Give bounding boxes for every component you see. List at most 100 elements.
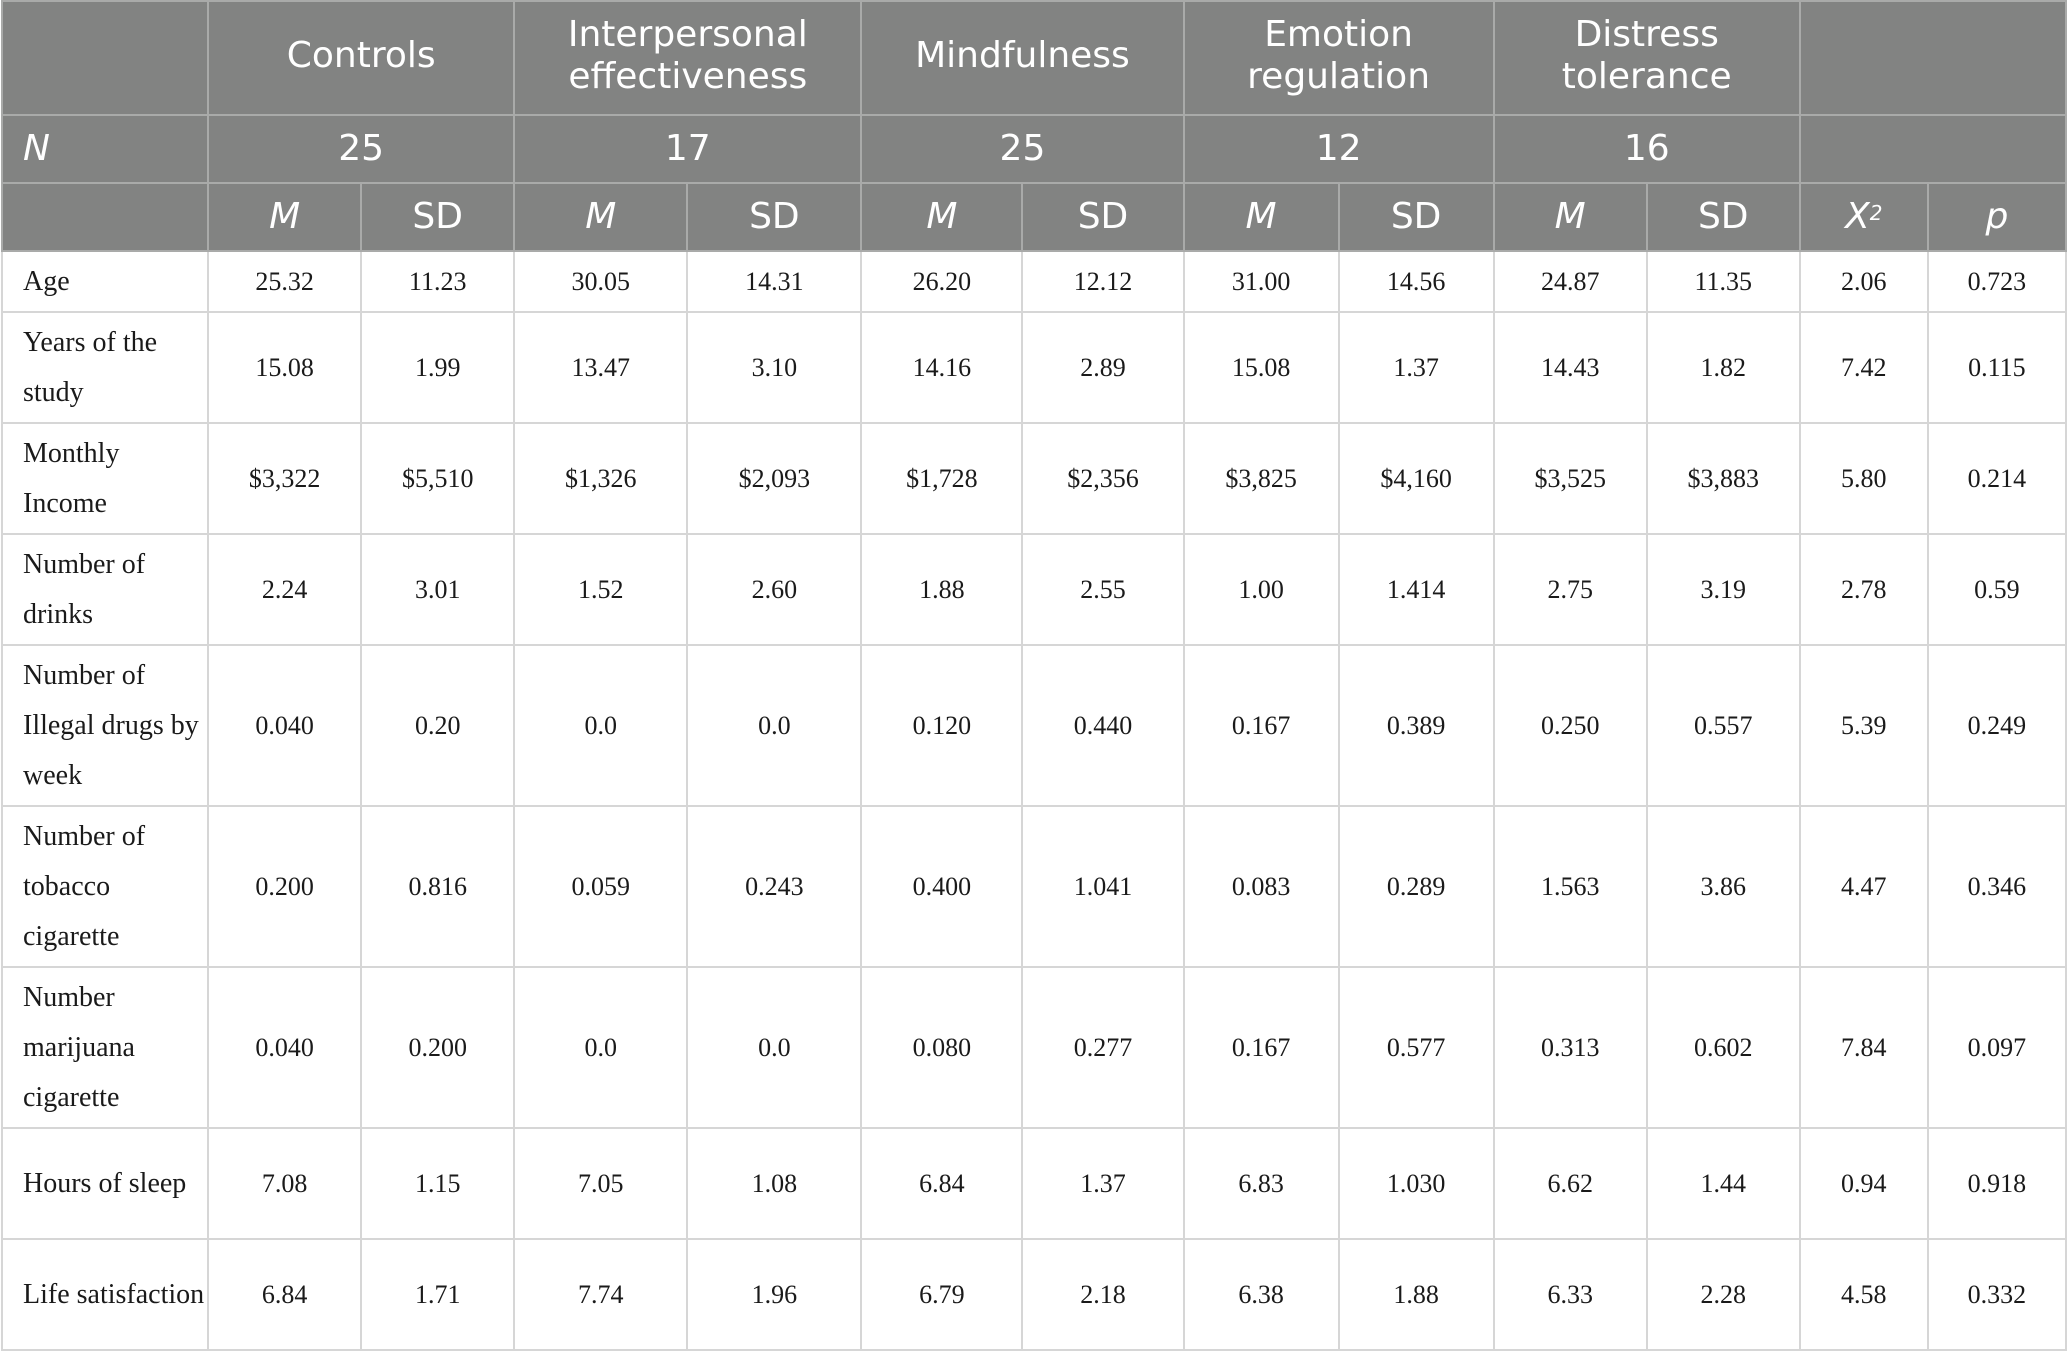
cell-mindfulness-m: 0.120 — [860, 644, 1024, 807]
cell-mindfulness-sd: 2.55 — [1021, 533, 1185, 646]
mean-label: M — [207, 182, 363, 252]
cell-controls-sd: 1.99 — [360, 311, 516, 424]
cell-chi-square: 7.84 — [1798, 966, 1929, 1129]
cell-interpersonal-sd: 3.10 — [686, 311, 863, 424]
cell-distress-tolerance-sd: 3.86 — [1645, 805, 1801, 968]
table-row: Hours of sleep 7.08 1.15 7.05 1.08 6.84 1.37 6.… — [0, 1127, 2068, 1240]
mean-label: M — [1492, 182, 1648, 252]
sd-label: SD — [686, 182, 863, 252]
mean-label: M — [513, 182, 689, 252]
cell-emotion-regulation-m: 0.083 — [1182, 805, 1340, 968]
n-row: N 25 17 25 12 16 — [0, 114, 2068, 184]
row-label: Years of the study — [0, 311, 210, 424]
cell-interpersonal-m: 30.05 — [513, 250, 689, 313]
cell-controls-m: 0.200 — [207, 805, 363, 968]
cell-chi-square: 7.42 — [1798, 311, 1929, 424]
cell-p-value: 0.59 — [1926, 533, 2068, 646]
row-label: Monthly Income — [0, 422, 210, 535]
cell-emotion-regulation-sd: 0.577 — [1337, 966, 1495, 1129]
sd-label: SD — [1021, 182, 1185, 252]
table-row: Life satisfaction 6.84 1.71 7.74 1.96 6.79 2.1… — [0, 1238, 2068, 1351]
cell-interpersonal-sd: 1.08 — [686, 1127, 863, 1240]
cell-mindfulness-m: 0.400 — [860, 805, 1024, 968]
p-value-label: p — [1926, 182, 2068, 252]
cell-interpersonal-sd: $2,093 — [686, 422, 863, 535]
table-row: Number marijuana cigarette 0.040 0.200 0.0 0… — [0, 966, 2068, 1129]
cell-controls-m: 0.040 — [207, 966, 363, 1129]
cell-emotion-regulation-m: 0.167 — [1182, 966, 1340, 1129]
cell-distress-tolerance-m: $3,525 — [1492, 422, 1648, 535]
cell-distress-tolerance-m: 24.87 — [1492, 250, 1648, 313]
cell-distress-tolerance-sd: 2.28 — [1645, 1238, 1801, 1351]
cell-mindfulness-sd: $2,356 — [1021, 422, 1185, 535]
cell-mindfulness-m: 26.20 — [860, 250, 1024, 313]
cell-emotion-regulation-sd: 1.414 — [1337, 533, 1495, 646]
cell-interpersonal-sd: 0.0 — [686, 644, 863, 807]
cell-p-value: 0.214 — [1926, 422, 2068, 535]
sd-label: SD — [1337, 182, 1495, 252]
cell-chi-square: 0.94 — [1798, 1127, 1929, 1240]
cell-distress-tolerance-sd: 0.557 — [1645, 644, 1801, 807]
cell-p-value: 0.115 — [1926, 311, 2068, 424]
group-header-mindfulness: Mindfulness — [860, 0, 1185, 116]
cell-controls-sd: 1.15 — [360, 1127, 516, 1240]
cell-interpersonal-m: $1,326 — [513, 422, 689, 535]
cell-mindfulness-m: 14.16 — [860, 311, 1024, 424]
cell-chi-square: 2.06 — [1798, 250, 1929, 313]
cell-p-value: 0.346 — [1926, 805, 2068, 968]
row-label: Age — [0, 250, 210, 313]
cell-mindfulness-sd: 12.12 — [1021, 250, 1185, 313]
cell-emotion-regulation-sd: 1.88 — [1337, 1238, 1495, 1351]
cell-emotion-regulation-sd: 1.030 — [1337, 1127, 1495, 1240]
cell-p-value: 0.249 — [1926, 644, 2068, 807]
cell-controls-sd: 11.23 — [360, 250, 516, 313]
cell-interpersonal-sd: 2.60 — [686, 533, 863, 646]
cell-distress-tolerance-m: 6.62 — [1492, 1127, 1648, 1240]
group-header-row: Controls Interpersonal effectiveness Min… — [0, 0, 2068, 116]
cell-emotion-regulation-sd: $4,160 — [1337, 422, 1495, 535]
row-label: Number of Illegal drugs by week — [0, 644, 210, 807]
chi-square-label: X2 — [1798, 182, 1929, 252]
cell-mindfulness-m: 6.84 — [860, 1127, 1024, 1240]
cell-emotion-regulation-sd: 14.56 — [1337, 250, 1495, 313]
cell-interpersonal-sd: 0.243 — [686, 805, 863, 968]
stat-label-row: M SD M SD M SD M SD M SD X2 p — [0, 182, 2068, 252]
cell-interpersonal-m: 0.0 — [513, 966, 689, 1129]
cell-interpersonal-m: 1.52 — [513, 533, 689, 646]
cell-mindfulness-m: $1,728 — [860, 422, 1024, 535]
cell-controls-m: $3,322 — [207, 422, 363, 535]
cell-controls-sd: 0.200 — [360, 966, 516, 1129]
group-header-emotion-regulation: Emotion regulation — [1182, 0, 1495, 116]
row-label: Number of tobacco cigarette — [0, 805, 210, 968]
cell-mindfulness-sd: 0.277 — [1021, 966, 1185, 1129]
cell-chi-square: 5.39 — [1798, 644, 1929, 807]
table-row: Number of Illegal drugs by week 0.040 0.20… — [0, 644, 2068, 807]
cell-mindfulness-sd: 2.18 — [1021, 1238, 1185, 1351]
group-header-distress-tolerance: Distress tolerance — [1492, 0, 1801, 116]
cell-chi-square: 5.80 — [1798, 422, 1929, 535]
cell-controls-sd: $5,510 — [360, 422, 516, 535]
cell-interpersonal-m: 7.74 — [513, 1238, 689, 1351]
n-value-empty — [1798, 114, 2068, 184]
cell-emotion-regulation-m: $3,825 — [1182, 422, 1340, 535]
cell-controls-m: 7.08 — [207, 1127, 363, 1240]
cell-emotion-regulation-m: 0.167 — [1182, 644, 1340, 807]
cell-mindfulness-m: 0.080 — [860, 966, 1024, 1129]
table-row: Age 25.32 11.23 30.05 14.31 26.20 12.12 31.00 14… — [0, 250, 2068, 313]
corner-cell — [0, 0, 210, 116]
cell-distress-tolerance-sd: 0.602 — [1645, 966, 1801, 1129]
cell-distress-tolerance-m: 1.563 — [1492, 805, 1648, 968]
sd-label: SD — [1645, 182, 1801, 252]
cell-controls-m: 15.08 — [207, 311, 363, 424]
n-value-controls: 25 — [207, 114, 516, 184]
cell-distress-tolerance-sd: 1.82 — [1645, 311, 1801, 424]
cell-distress-tolerance-m: 0.250 — [1492, 644, 1648, 807]
cell-distress-tolerance-sd: 11.35 — [1645, 250, 1801, 313]
cell-emotion-regulation-sd: 0.289 — [1337, 805, 1495, 968]
table-row: Years of the study 15.08 1.99 13.47 3.10 14.1… — [0, 311, 2068, 424]
cell-emotion-regulation-sd: 0.389 — [1337, 644, 1495, 807]
cell-mindfulness-sd: 1.37 — [1021, 1127, 1185, 1240]
cell-distress-tolerance-m: 6.33 — [1492, 1238, 1648, 1351]
n-value-emotion-regulation: 12 — [1182, 114, 1495, 184]
